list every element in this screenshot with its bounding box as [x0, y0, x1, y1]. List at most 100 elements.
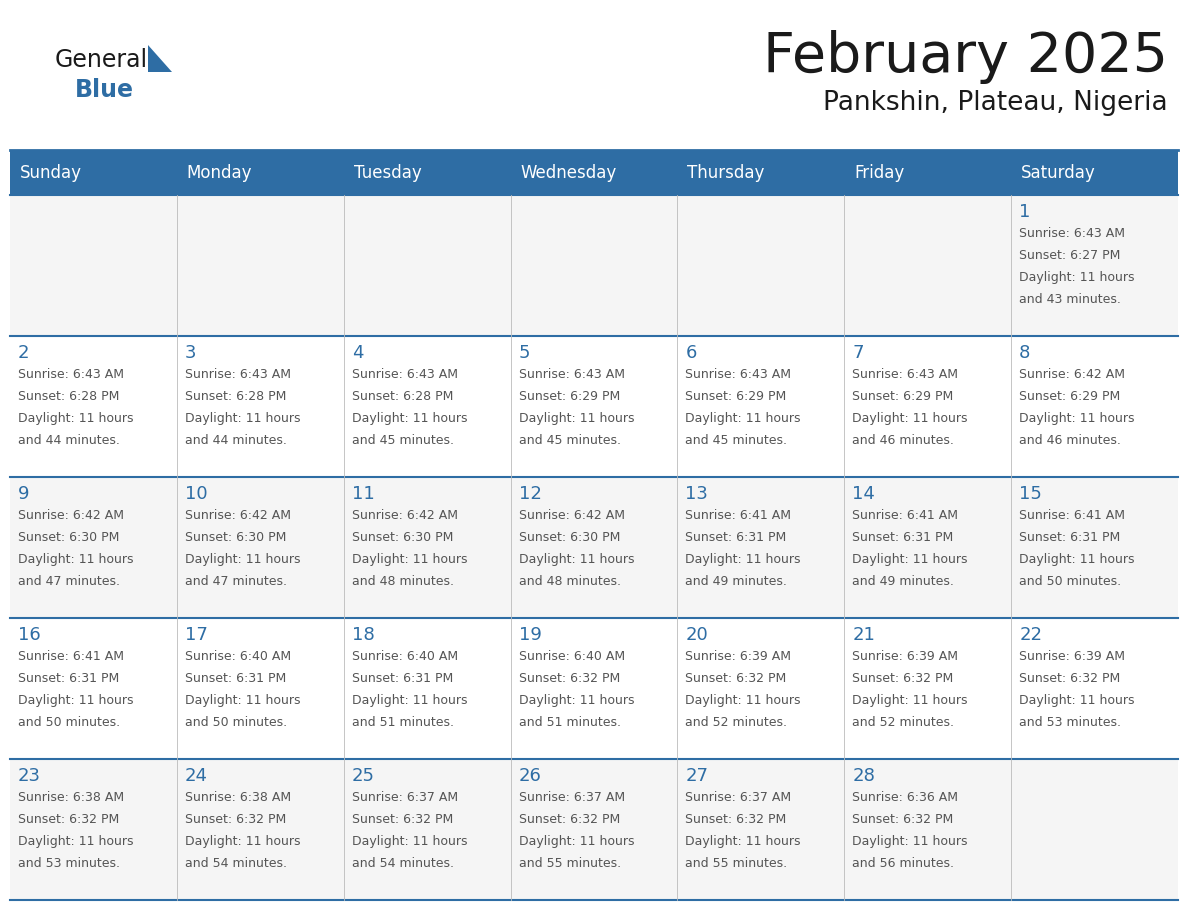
Text: Wednesday: Wednesday	[520, 163, 617, 182]
Text: Sunset: 6:29 PM: Sunset: 6:29 PM	[852, 390, 954, 403]
Text: 6: 6	[685, 344, 697, 362]
Text: Daylight: 11 hours: Daylight: 11 hours	[519, 412, 634, 425]
Text: Sunrise: 6:40 AM: Sunrise: 6:40 AM	[352, 650, 457, 663]
Text: Sunset: 6:32 PM: Sunset: 6:32 PM	[185, 813, 286, 826]
Text: Sunset: 6:30 PM: Sunset: 6:30 PM	[352, 531, 453, 544]
Text: and 47 minutes.: and 47 minutes.	[18, 575, 120, 588]
Text: and 45 minutes.: and 45 minutes.	[519, 434, 620, 447]
Text: Sunrise: 6:42 AM: Sunrise: 6:42 AM	[1019, 368, 1125, 381]
Text: Sunset: 6:28 PM: Sunset: 6:28 PM	[185, 390, 286, 403]
Text: Daylight: 11 hours: Daylight: 11 hours	[685, 412, 801, 425]
Text: and 48 minutes.: and 48 minutes.	[519, 575, 620, 588]
Text: Sunset: 6:32 PM: Sunset: 6:32 PM	[519, 672, 620, 685]
Text: and 52 minutes.: and 52 minutes.	[852, 716, 954, 729]
Text: and 49 minutes.: and 49 minutes.	[685, 575, 788, 588]
Bar	[511, 759, 677, 900]
Text: Sunset: 6:32 PM: Sunset: 6:32 PM	[852, 813, 954, 826]
Bar	[677, 336, 845, 477]
Bar	[1011, 336, 1178, 477]
Text: and 50 minutes.: and 50 minutes.	[1019, 575, 1121, 588]
Text: Sunrise: 6:43 AM: Sunrise: 6:43 AM	[185, 368, 291, 381]
Text: Daylight: 11 hours: Daylight: 11 hours	[352, 694, 467, 707]
Text: Daylight: 11 hours: Daylight: 11 hours	[852, 694, 968, 707]
Text: and 55 minutes.: and 55 minutes.	[519, 857, 620, 870]
Bar	[845, 477, 1011, 618]
Text: Daylight: 11 hours: Daylight: 11 hours	[685, 553, 801, 566]
Text: Sunset: 6:29 PM: Sunset: 6:29 PM	[1019, 390, 1120, 403]
Bar	[1011, 618, 1178, 759]
Text: and 49 minutes.: and 49 minutes.	[852, 575, 954, 588]
Text: 8: 8	[1019, 344, 1030, 362]
Text: 17: 17	[185, 626, 208, 644]
Text: and 50 minutes.: and 50 minutes.	[185, 716, 287, 729]
Text: Sunday: Sunday	[20, 163, 82, 182]
Bar	[1011, 195, 1178, 336]
Text: Sunrise: 6:40 AM: Sunrise: 6:40 AM	[519, 650, 625, 663]
Text: and 52 minutes.: and 52 minutes.	[685, 716, 788, 729]
Text: Daylight: 11 hours: Daylight: 11 hours	[1019, 553, 1135, 566]
Text: and 53 minutes.: and 53 minutes.	[1019, 716, 1121, 729]
Text: Sunrise: 6:42 AM: Sunrise: 6:42 AM	[519, 509, 625, 522]
Text: Daylight: 11 hours: Daylight: 11 hours	[519, 694, 634, 707]
Bar	[10, 336, 177, 477]
Text: Sunset: 6:31 PM: Sunset: 6:31 PM	[18, 672, 119, 685]
Text: Sunset: 6:30 PM: Sunset: 6:30 PM	[18, 531, 119, 544]
Text: Sunrise: 6:38 AM: Sunrise: 6:38 AM	[18, 791, 124, 804]
Text: Daylight: 11 hours: Daylight: 11 hours	[1019, 271, 1135, 284]
Bar	[343, 618, 511, 759]
Text: Daylight: 11 hours: Daylight: 11 hours	[352, 412, 467, 425]
Text: Sunrise: 6:40 AM: Sunrise: 6:40 AM	[185, 650, 291, 663]
Text: and 47 minutes.: and 47 minutes.	[185, 575, 286, 588]
Text: Sunset: 6:32 PM: Sunset: 6:32 PM	[1019, 672, 1120, 685]
Bar	[1011, 477, 1178, 618]
Text: and 45 minutes.: and 45 minutes.	[352, 434, 454, 447]
Text: 14: 14	[852, 485, 876, 503]
Text: Sunset: 6:32 PM: Sunset: 6:32 PM	[352, 813, 453, 826]
Text: and 54 minutes.: and 54 minutes.	[185, 857, 286, 870]
Text: Sunrise: 6:43 AM: Sunrise: 6:43 AM	[685, 368, 791, 381]
Text: Sunrise: 6:43 AM: Sunrise: 6:43 AM	[352, 368, 457, 381]
Text: and 46 minutes.: and 46 minutes.	[1019, 434, 1121, 447]
Text: Sunrise: 6:43 AM: Sunrise: 6:43 AM	[18, 368, 124, 381]
Bar	[677, 477, 845, 618]
Text: February 2025: February 2025	[763, 30, 1168, 84]
Text: 9: 9	[18, 485, 30, 503]
Bar	[677, 618, 845, 759]
Text: 15: 15	[1019, 485, 1042, 503]
Text: Monday: Monday	[187, 163, 252, 182]
Text: and 54 minutes.: and 54 minutes.	[352, 857, 454, 870]
Bar	[845, 618, 1011, 759]
Text: Sunrise: 6:38 AM: Sunrise: 6:38 AM	[185, 791, 291, 804]
Bar	[343, 759, 511, 900]
Bar	[177, 336, 343, 477]
Text: Pankshin, Plateau, Nigeria: Pankshin, Plateau, Nigeria	[823, 90, 1168, 116]
Text: and 50 minutes.: and 50 minutes.	[18, 716, 120, 729]
Text: Sunset: 6:32 PM: Sunset: 6:32 PM	[18, 813, 119, 826]
Bar	[177, 618, 343, 759]
Bar	[511, 618, 677, 759]
Bar	[511, 336, 677, 477]
Bar	[177, 477, 343, 618]
Text: Sunset: 6:28 PM: Sunset: 6:28 PM	[18, 390, 119, 403]
Text: Sunrise: 6:42 AM: Sunrise: 6:42 AM	[352, 509, 457, 522]
Text: 20: 20	[685, 626, 708, 644]
Text: Daylight: 11 hours: Daylight: 11 hours	[18, 694, 133, 707]
Text: Daylight: 11 hours: Daylight: 11 hours	[685, 835, 801, 848]
Text: 23: 23	[18, 767, 42, 785]
Text: Sunrise: 6:39 AM: Sunrise: 6:39 AM	[852, 650, 959, 663]
Text: Sunset: 6:32 PM: Sunset: 6:32 PM	[852, 672, 954, 685]
Text: Daylight: 11 hours: Daylight: 11 hours	[352, 553, 467, 566]
Text: 3: 3	[185, 344, 196, 362]
Text: Sunrise: 6:37 AM: Sunrise: 6:37 AM	[352, 791, 457, 804]
Text: Sunset: 6:30 PM: Sunset: 6:30 PM	[519, 531, 620, 544]
Text: 24: 24	[185, 767, 208, 785]
Text: Sunset: 6:31 PM: Sunset: 6:31 PM	[1019, 531, 1120, 544]
Bar	[10, 759, 177, 900]
Text: Daylight: 11 hours: Daylight: 11 hours	[18, 412, 133, 425]
Text: Sunset: 6:31 PM: Sunset: 6:31 PM	[685, 531, 786, 544]
Text: 18: 18	[352, 626, 374, 644]
Text: and 53 minutes.: and 53 minutes.	[18, 857, 120, 870]
Bar	[177, 195, 343, 336]
Bar	[343, 477, 511, 618]
Text: 16: 16	[18, 626, 40, 644]
